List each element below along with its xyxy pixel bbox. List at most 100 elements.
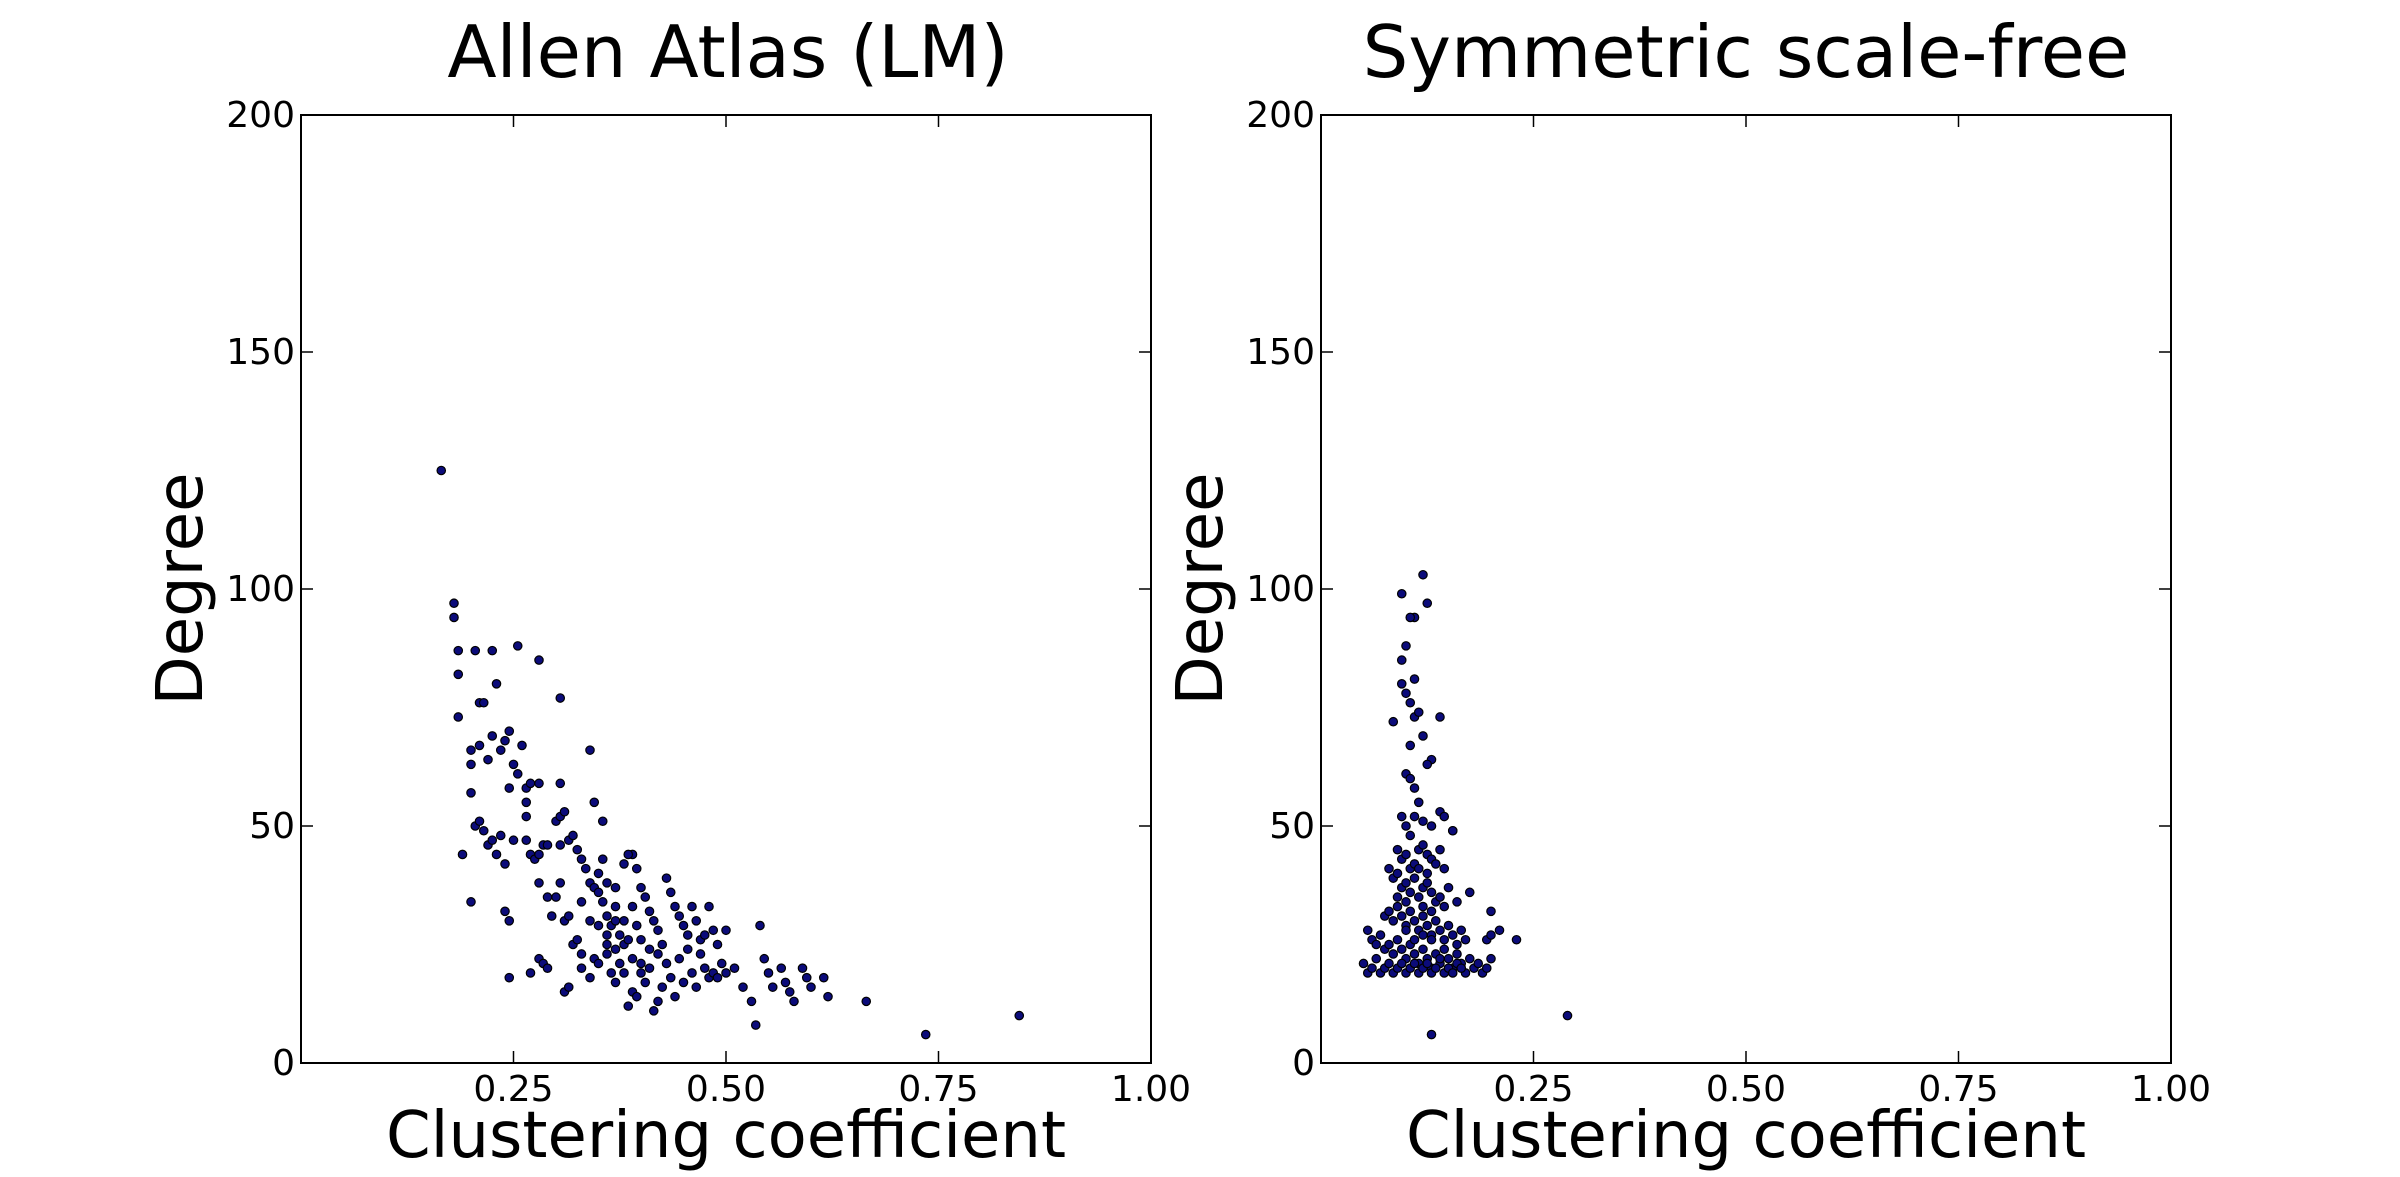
right-data-point: [1362, 925, 1373, 936]
right-data-point: [1435, 844, 1445, 855]
left-data-point: [644, 963, 655, 973]
right-data-point: [1396, 811, 1407, 822]
right-data-point: [1435, 892, 1445, 902]
left-data-point: [797, 963, 808, 973]
left-data-point: [614, 930, 625, 940]
left-data-point: [602, 878, 612, 888]
left-data-point: [542, 840, 553, 850]
left-data-point: [568, 830, 578, 841]
right-data-point: [1409, 934, 1420, 945]
left-data-point: [602, 930, 612, 940]
left-data-point: [653, 949, 663, 959]
left-data-point: [712, 939, 723, 950]
left-data-point: [436, 465, 447, 476]
left-x-tick-label: 0.75: [898, 1069, 978, 1110]
right-data-point: [1435, 925, 1445, 936]
left-data-point: [534, 849, 544, 860]
left-data-point: [504, 972, 515, 983]
right-data-point: [1401, 897, 1411, 907]
left-data-point: [478, 697, 489, 708]
right-data-point: [1409, 915, 1420, 926]
right-data-point: [1443, 882, 1454, 893]
right-data-point: [1418, 840, 1428, 850]
right-data-point: [1443, 920, 1454, 931]
right-data-point: [1388, 716, 1399, 727]
right-data-point: [1439, 863, 1450, 874]
left-data-point: [640, 892, 651, 902]
left-data-point: [500, 735, 510, 746]
left-y-tick-label: 50: [249, 806, 295, 847]
right-data-point: [1430, 859, 1441, 869]
left-data-point: [576, 963, 587, 973]
left-data-point: [487, 645, 498, 656]
right-data-point: [1384, 863, 1394, 874]
right-data-point: [1456, 963, 1467, 973]
left-data-point: [542, 963, 553, 973]
left-data-point: [755, 920, 765, 931]
right-data-point: [1401, 878, 1411, 888]
left-data-point: [619, 859, 629, 869]
left-data-point: [602, 911, 612, 921]
left-data-point: [589, 797, 600, 808]
right-x-tick-label: 0.25: [1493, 1069, 1573, 1110]
left-data-point: [670, 901, 680, 912]
right-data-point: [1418, 930, 1428, 940]
panel-left: Allen Atlas (LM) Clustering coefficient …: [144, 10, 1191, 1173]
right-y-tick-label: 200: [1246, 95, 1315, 136]
right-data-point: [1388, 949, 1399, 959]
left-x-axis-label: Clustering coefficient: [386, 1099, 1066, 1173]
right-data-point: [1418, 901, 1428, 912]
left-data-point: [534, 778, 544, 789]
right-data-point: [1447, 968, 1458, 978]
left-data-point: [453, 712, 464, 722]
left-data-point: [534, 655, 544, 665]
right-data-point: [1452, 897, 1462, 907]
left-data-point: [704, 901, 714, 912]
right-data-point: [1426, 821, 1437, 831]
right-data-point: [1405, 697, 1416, 708]
left-data-point: [699, 930, 710, 940]
right-data-point: [1481, 963, 1492, 973]
left-data-point: [610, 901, 621, 912]
left-data-point: [653, 925, 663, 936]
left-data-point: [818, 972, 829, 983]
right-data-point: [1473, 958, 1484, 969]
left-y-tick-label: 200: [226, 95, 295, 136]
left-data-point: [504, 726, 515, 736]
left-data-point: [691, 982, 702, 992]
left-data-point: [861, 996, 872, 1007]
left-data-point: [648, 1006, 659, 1016]
right-data-point: [1486, 930, 1496, 940]
left-data-point: [517, 740, 527, 751]
left-data-point: [504, 783, 515, 793]
right-y-tick-label: 100: [1246, 569, 1315, 610]
right-data-point: [1392, 901, 1403, 912]
right-data-point: [1418, 911, 1428, 921]
left-data-point: [691, 915, 702, 926]
left-data-point: [670, 991, 680, 1002]
right-data-point: [1371, 953, 1382, 964]
left-data-point: [729, 963, 740, 973]
right-data-point: [1439, 811, 1450, 822]
right-data-point: [1422, 868, 1433, 879]
left-data-point: [716, 958, 727, 969]
right-data-point: [1405, 887, 1416, 898]
left-data-point: [572, 934, 583, 945]
left-data-point: [665, 972, 676, 983]
right-data-point: [1384, 906, 1394, 917]
left-data-point: [593, 958, 604, 969]
right-data-point: [1494, 925, 1505, 936]
left-data-point: [767, 982, 778, 992]
left-data-point: [500, 859, 510, 869]
left-data-point: [478, 825, 489, 836]
left-data-point: [491, 849, 502, 860]
left-data-point: [631, 991, 642, 1002]
left-data-point: [521, 835, 532, 846]
right-y-tick-label: 50: [1269, 806, 1315, 847]
right-data-point: [1405, 612, 1416, 623]
left-data-point: [763, 968, 774, 978]
right-data-point: [1405, 773, 1416, 784]
left-data-point: [636, 934, 646, 945]
left-points: [436, 465, 1025, 1040]
left-data-point: [576, 897, 587, 907]
